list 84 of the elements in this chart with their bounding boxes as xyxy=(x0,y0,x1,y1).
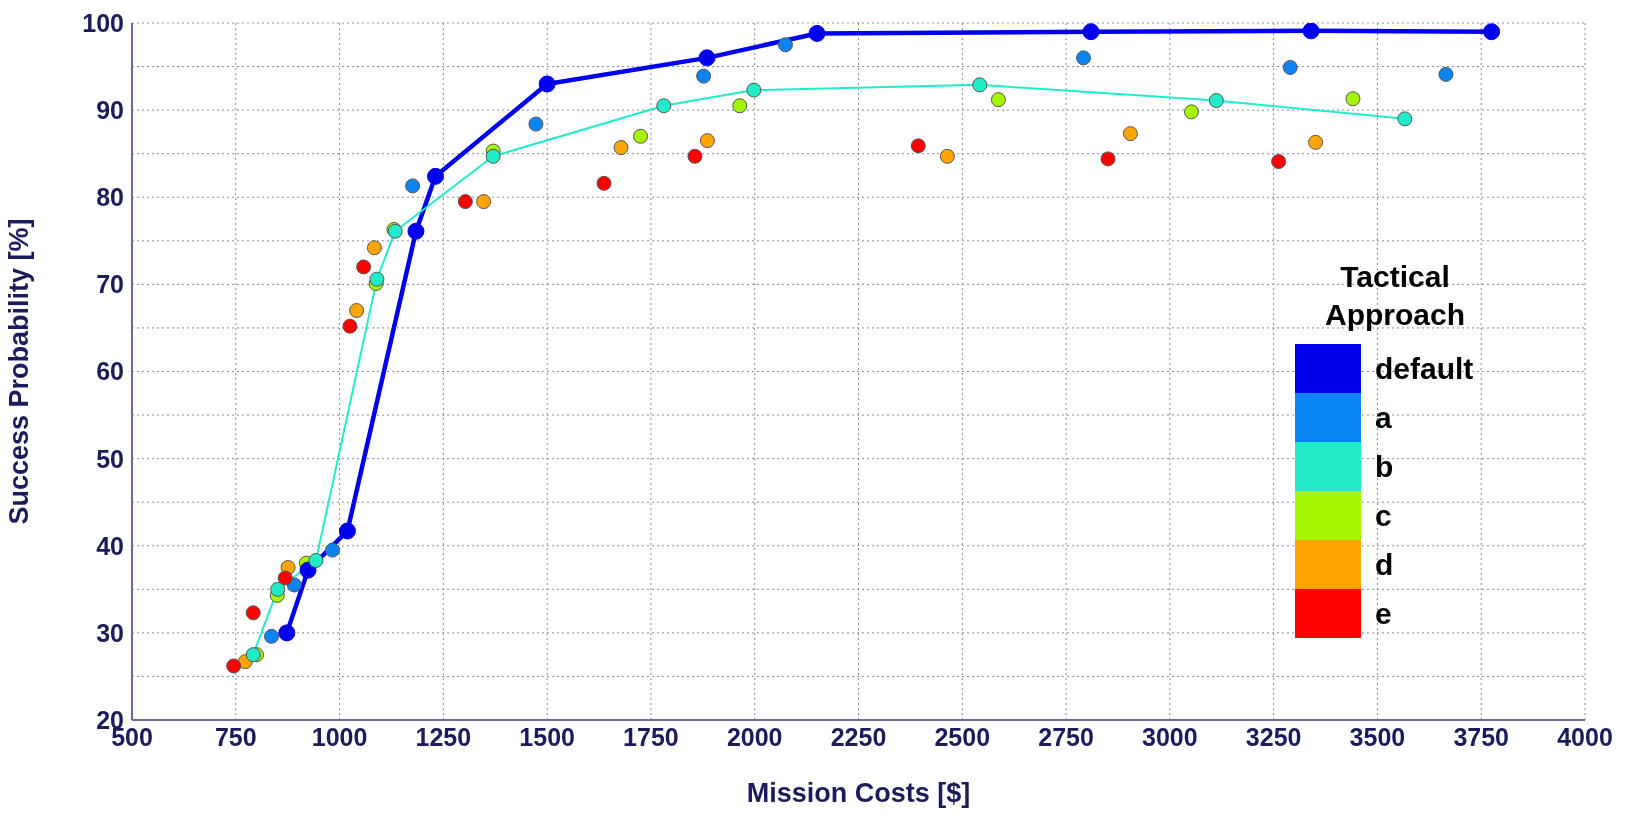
point xyxy=(426,167,444,185)
x-tick-label: 2000 xyxy=(726,722,783,751)
point xyxy=(245,647,261,663)
point xyxy=(1397,111,1413,127)
point xyxy=(990,92,1006,108)
point xyxy=(1208,93,1224,109)
y-tick-label: 40 xyxy=(96,531,124,560)
point xyxy=(356,259,372,275)
point xyxy=(1308,134,1324,150)
point xyxy=(278,624,296,642)
legend-label: b xyxy=(1375,449,1394,484)
y-tick-label: 80 xyxy=(96,183,124,212)
point xyxy=(699,133,715,149)
point xyxy=(746,82,762,98)
x-tick-label: 3500 xyxy=(1349,722,1406,751)
y-tick-label: 100 xyxy=(82,8,124,37)
point xyxy=(1302,23,1320,40)
point xyxy=(1076,50,1092,66)
point xyxy=(808,24,826,42)
point xyxy=(277,570,293,586)
point xyxy=(777,37,793,53)
y-tick-label: 60 xyxy=(96,357,124,386)
legend-label: c xyxy=(1375,498,1392,533)
x-tick-label: 2500 xyxy=(934,722,991,751)
point xyxy=(338,522,356,540)
point xyxy=(485,148,501,164)
x-tick-label: 2250 xyxy=(830,722,887,751)
point xyxy=(1483,23,1501,41)
point xyxy=(308,553,324,569)
point xyxy=(1345,91,1361,107)
y-tick-label: 50 xyxy=(96,444,124,473)
point xyxy=(457,194,473,210)
legend-label: d xyxy=(1375,547,1394,582)
point xyxy=(596,175,612,191)
point xyxy=(972,77,988,93)
point xyxy=(476,194,492,210)
point xyxy=(613,140,629,156)
y-tick-label: 30 xyxy=(96,618,124,647)
legend-label: e xyxy=(1375,596,1392,631)
point xyxy=(633,128,649,144)
point xyxy=(405,178,421,194)
point xyxy=(528,116,544,132)
point xyxy=(1082,23,1100,41)
x-tick-label: 1500 xyxy=(519,722,575,751)
x-tick-label: 3250 xyxy=(1245,722,1302,751)
point xyxy=(226,658,242,674)
point xyxy=(696,68,712,84)
point xyxy=(538,75,556,93)
point xyxy=(263,628,279,644)
point xyxy=(325,542,341,558)
y-tick-label: 70 xyxy=(96,270,124,299)
point xyxy=(698,49,716,67)
x-axis-title: Mission Costs [$] xyxy=(746,778,971,808)
y-axis-title: Success Probability [%] xyxy=(3,218,34,525)
x-tick-label: 1000 xyxy=(311,722,368,751)
point xyxy=(687,148,703,164)
x-tick-label: 3000 xyxy=(1142,722,1198,751)
legend-label: default xyxy=(1375,351,1474,386)
x-tick-label: 1750 xyxy=(623,722,679,751)
point xyxy=(369,271,385,287)
point xyxy=(245,605,261,621)
x-tick-label: 2750 xyxy=(1038,722,1094,751)
point xyxy=(1282,59,1298,75)
point xyxy=(366,240,382,256)
point xyxy=(1183,104,1199,120)
point xyxy=(1100,151,1116,167)
point xyxy=(939,148,955,164)
point xyxy=(656,98,672,114)
point xyxy=(732,98,748,114)
x-tick-label: 1250 xyxy=(415,722,472,751)
x-tick-label: 3750 xyxy=(1453,722,1510,751)
legend-title: Tactical Approach xyxy=(1324,259,1466,333)
point xyxy=(349,303,365,319)
y-tick-label: 90 xyxy=(96,96,124,124)
point xyxy=(1122,126,1138,142)
x-tick-label: 750 xyxy=(214,722,257,751)
point xyxy=(407,222,425,240)
point xyxy=(1438,66,1454,82)
point xyxy=(270,581,286,597)
point xyxy=(342,318,358,334)
legend-label: a xyxy=(1375,400,1392,435)
point xyxy=(910,138,926,154)
x-tick-label: 4000 xyxy=(1557,722,1613,751)
point xyxy=(1271,154,1287,170)
